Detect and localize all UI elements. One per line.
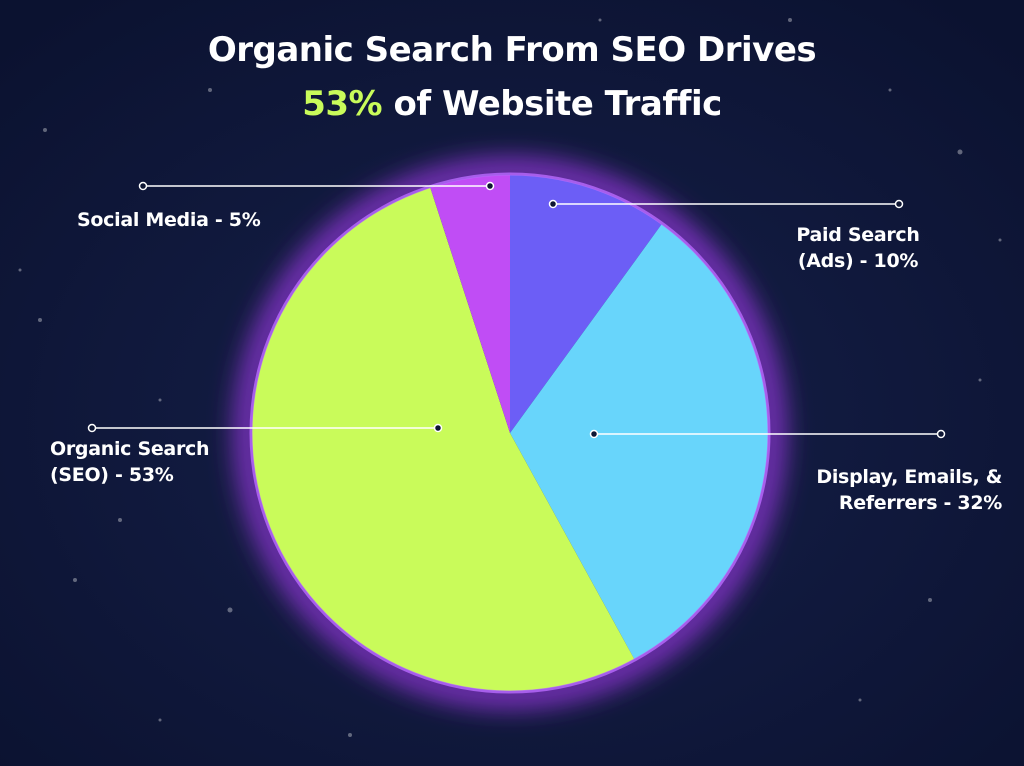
slice-label: Display, Emails, & Referrers - 32% <box>816 466 1002 514</box>
slice-label: Social Media - 5% <box>77 209 261 231</box>
pie-slice <box>251 187 635 692</box>
pie-slice <box>430 175 510 433</box>
leader-lines <box>87 181 946 439</box>
chart-subtitle: 53% of Website Traffic <box>0 84 1024 124</box>
pie-slice <box>510 175 662 433</box>
slice-label: Paid Search (Ads) - 10% <box>796 224 920 272</box>
pie-rim <box>249 172 771 694</box>
chart-title: Organic Search From SEO Drives <box>207 30 817 70</box>
pie <box>251 175 768 692</box>
stars <box>18 18 1002 737</box>
title-rest: of Website Traffic <box>393 84 722 124</box>
pie-slice <box>510 224 768 660</box>
slice-label: Organic Search (SEO) - 53% <box>50 438 210 486</box>
title-highlight: 53% <box>302 84 383 124</box>
pie-glow <box>239 162 781 704</box>
